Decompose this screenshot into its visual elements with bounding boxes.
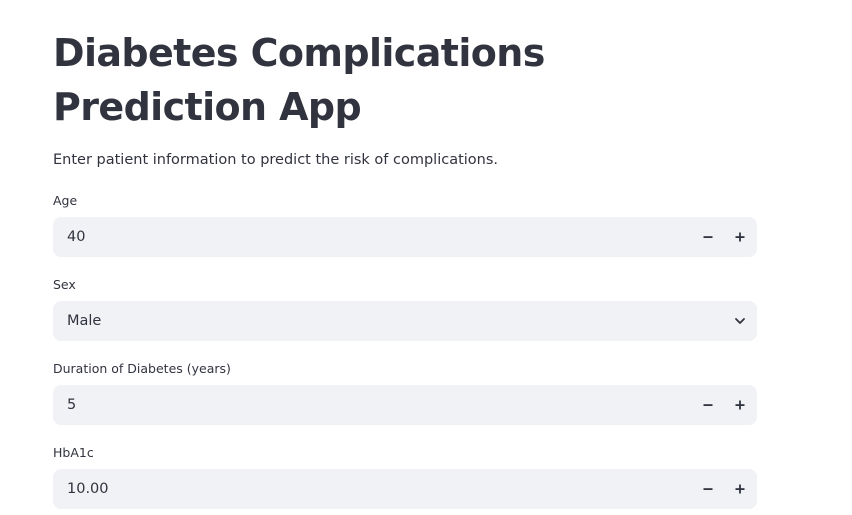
minus-icon	[703, 404, 713, 406]
hba1c-value[interactable]: 10.00	[67, 481, 109, 497]
minus-icon	[703, 236, 713, 238]
sex-dropdown-toggle[interactable]	[724, 305, 756, 337]
age-value[interactable]: 40	[67, 229, 86, 245]
age-decrement-button[interactable]	[692, 221, 724, 253]
sex-select[interactable]: Male	[53, 301, 757, 341]
age-number-input[interactable]: 40	[53, 217, 757, 257]
duration-label: Duration of Diabetes (years)	[53, 361, 231, 376]
duration-number-input[interactable]: 5	[53, 385, 757, 425]
page-subtitle: Enter patient information to predict the…	[53, 152, 499, 168]
minus-icon	[703, 488, 713, 490]
plus-icon	[735, 484, 745, 494]
age-increment-button[interactable]	[724, 221, 756, 253]
page-title: Diabetes Complications Prediction App	[53, 31, 545, 129]
hba1c-increment-button[interactable]	[724, 473, 756, 505]
chevron-down-icon	[735, 318, 745, 324]
sex-selected-value[interactable]: Male	[67, 313, 102, 329]
hba1c-label: HbA1c	[53, 445, 94, 460]
hba1c-number-input[interactable]: 10.00	[53, 469, 757, 509]
sex-label: Sex	[53, 277, 76, 292]
plus-icon	[735, 232, 745, 242]
hba1c-decrement-button[interactable]	[692, 473, 724, 505]
duration-decrement-button[interactable]	[692, 389, 724, 421]
duration-value[interactable]: 5	[67, 397, 77, 413]
plus-icon	[735, 400, 745, 410]
age-label: Age	[53, 193, 78, 208]
duration-increment-button[interactable]	[724, 389, 756, 421]
